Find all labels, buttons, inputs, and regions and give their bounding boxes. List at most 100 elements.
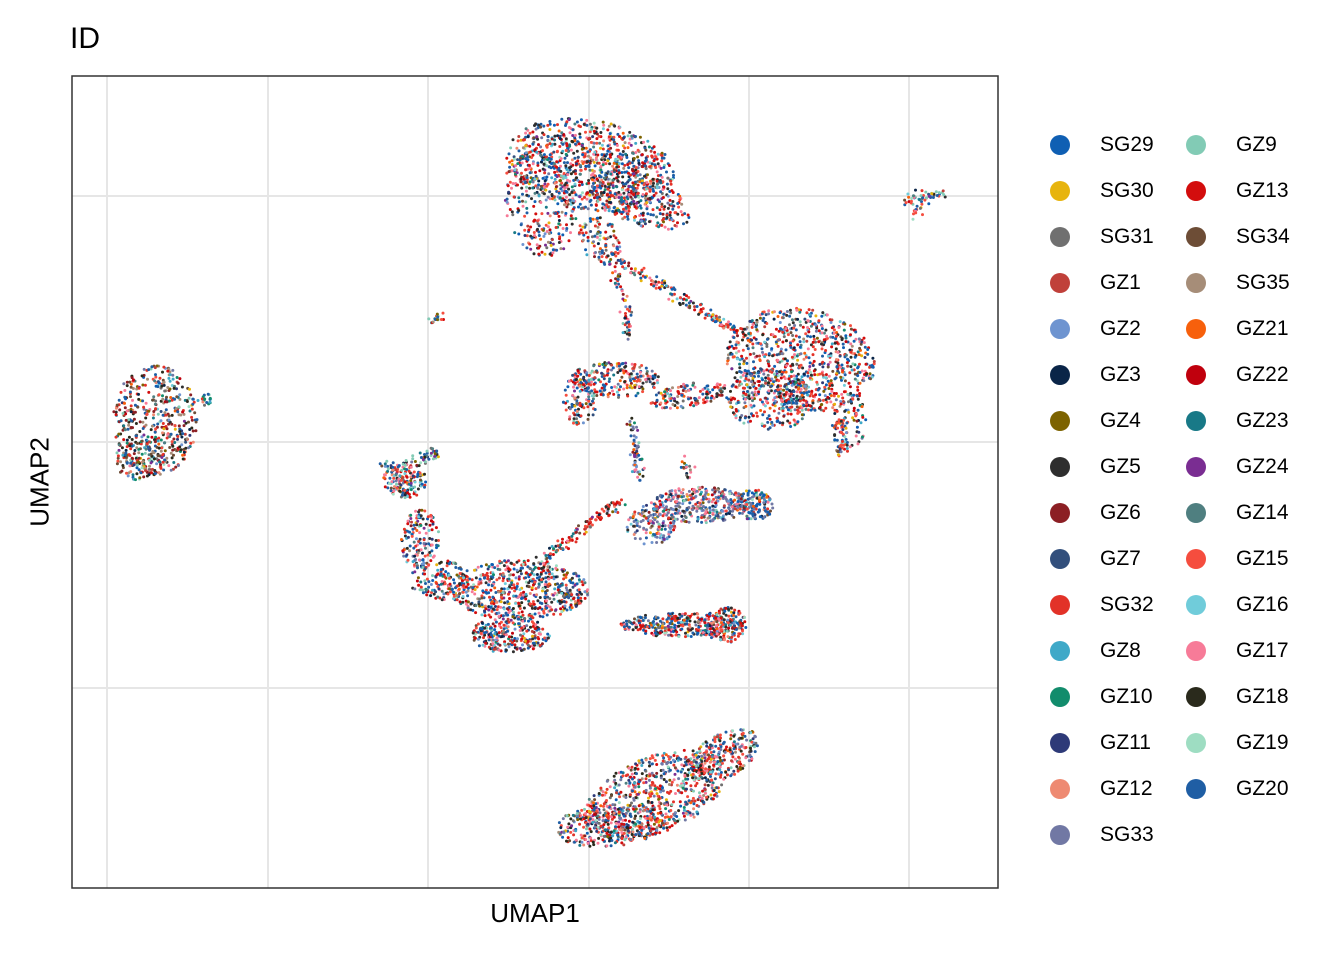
cell-point	[855, 419, 859, 423]
cell-point	[644, 196, 647, 200]
cell-point	[423, 472, 426, 476]
cell-point	[650, 623, 654, 627]
cell-point	[552, 150, 556, 154]
cell-point	[583, 590, 587, 594]
cell-point	[640, 181, 644, 185]
cell-point	[824, 376, 828, 380]
cell-point	[776, 344, 780, 348]
cell-point	[570, 593, 574, 597]
cell-point	[778, 391, 782, 395]
cell-point	[444, 570, 448, 574]
cell-point	[857, 353, 861, 357]
cell-point	[605, 373, 609, 377]
cell-point	[833, 377, 837, 381]
cell-point	[621, 217, 625, 221]
cell-point	[573, 396, 577, 400]
cell-point	[564, 575, 568, 579]
cell-point	[762, 369, 766, 373]
cell-point	[605, 193, 609, 197]
cell-point	[587, 378, 591, 382]
cell-point	[667, 628, 671, 632]
cell-point	[854, 414, 858, 418]
cell-point	[576, 598, 580, 602]
cell-point	[482, 636, 485, 640]
cell-point	[794, 334, 798, 338]
cell-point	[749, 374, 753, 378]
cell-point	[839, 365, 842, 369]
cell-point	[489, 615, 493, 619]
cell-point	[758, 358, 762, 362]
cell-point	[824, 373, 828, 377]
cell-point	[685, 220, 689, 224]
cell-point	[662, 185, 666, 189]
cell-point	[738, 632, 742, 636]
cell-point	[494, 620, 498, 624]
cell-point	[560, 131, 564, 135]
cell-point	[733, 608, 737, 612]
cell-point	[538, 169, 542, 173]
cell-point	[577, 574, 581, 578]
cell-point	[810, 389, 814, 393]
cell-point	[589, 203, 593, 207]
cell-point	[817, 340, 821, 344]
cell-point	[787, 400, 791, 404]
cell-point	[411, 474, 415, 478]
cell-point	[855, 394, 859, 398]
cell-point	[705, 384, 709, 388]
cell-point	[443, 582, 447, 586]
cell-point	[399, 483, 403, 487]
cell-point	[686, 634, 690, 638]
cell-point	[568, 179, 572, 183]
cell-point	[539, 201, 543, 204]
cell-point	[521, 613, 525, 617]
cell-point	[497, 611, 501, 615]
cell-point	[526, 646, 530, 650]
cell-point	[455, 594, 459, 597]
cell-point	[573, 413, 577, 417]
cell-point	[403, 480, 407, 484]
cell-point	[517, 595, 521, 599]
cell-point	[811, 340, 815, 344]
cell-point	[727, 607, 730, 611]
cell-point	[684, 389, 688, 393]
cell-point	[587, 374, 591, 377]
cell-point	[413, 554, 417, 558]
cell-point	[613, 212, 617, 216]
cell-point	[709, 627, 712, 631]
cell-point	[533, 580, 537, 584]
cell-point	[621, 175, 625, 179]
cell-point	[777, 338, 781, 342]
cell-point	[592, 394, 596, 398]
cell-point	[636, 628, 640, 632]
cell-point	[538, 596, 542, 599]
cell-point	[760, 400, 764, 404]
cell-point	[727, 626, 731, 630]
cell-point	[519, 177, 523, 181]
cell-point	[430, 549, 434, 553]
cell-point	[750, 380, 753, 384]
cell-point	[422, 542, 426, 545]
cell-point	[510, 159, 514, 163]
cell-point	[406, 495, 410, 498]
cell-point	[528, 573, 532, 577]
cell-point	[510, 586, 514, 590]
cell-point	[660, 159, 664, 163]
cell-point	[391, 492, 395, 496]
cell-point	[701, 501, 705, 505]
cell-point	[663, 399, 667, 403]
cell-point	[474, 626, 478, 630]
cell-point	[402, 554, 406, 558]
cell-point	[501, 591, 505, 595]
cell-point	[740, 624, 744, 628]
cell-point	[560, 174, 563, 178]
cell-point	[479, 581, 483, 585]
cell-point	[587, 164, 591, 168]
cell-point	[591, 178, 594, 182]
cell-point	[537, 567, 541, 570]
cell-point	[804, 355, 808, 359]
cell-point	[531, 647, 535, 651]
cell-point	[392, 476, 396, 480]
cell-point	[798, 310, 802, 314]
cell-point	[588, 391, 592, 395]
